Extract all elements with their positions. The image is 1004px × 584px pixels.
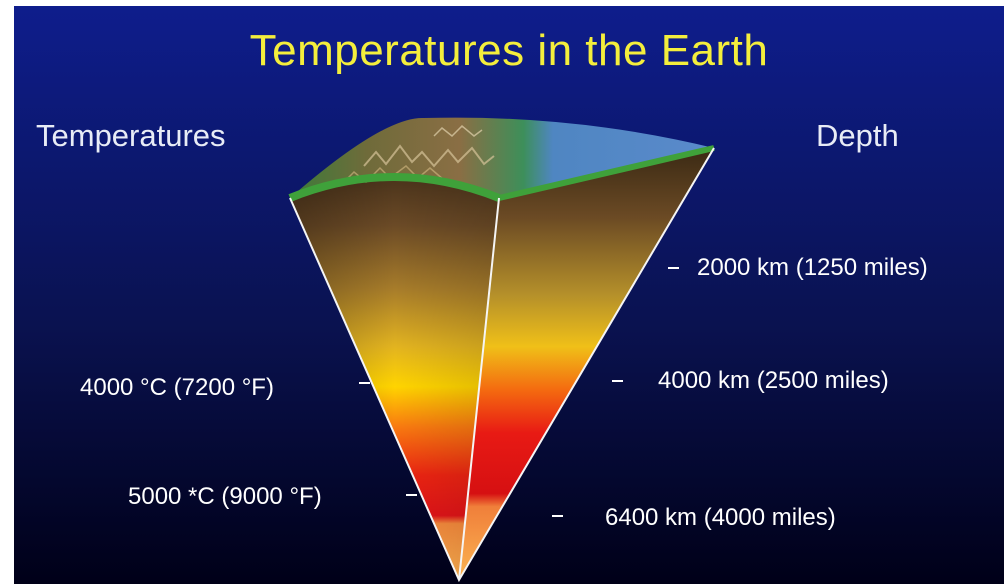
depth-label-2000km: 2000 km (1250 miles) (697, 254, 928, 281)
diagram-canvas: Temperatures in the Earth Temperatures D… (14, 6, 1004, 584)
temperature-label-4000c: 4000 °C (7200 °F) (80, 374, 274, 401)
earth-cross-section-graphic (14, 6, 1004, 584)
depth-heading: Depth (816, 118, 899, 153)
diagram-title: Temperatures in the Earth (249, 26, 769, 75)
temperatures-heading: Temperatures (36, 118, 226, 153)
temperature-label-5000c: 5000 *C (9000 °F) (128, 483, 322, 510)
crust-rim (288, 173, 501, 202)
depth-label-4000km: 4000 km (2500 miles) (658, 367, 889, 394)
depth-label-6400km: 6400 km (4000 miles) (605, 504, 836, 531)
wedge-top-surface (290, 117, 714, 198)
